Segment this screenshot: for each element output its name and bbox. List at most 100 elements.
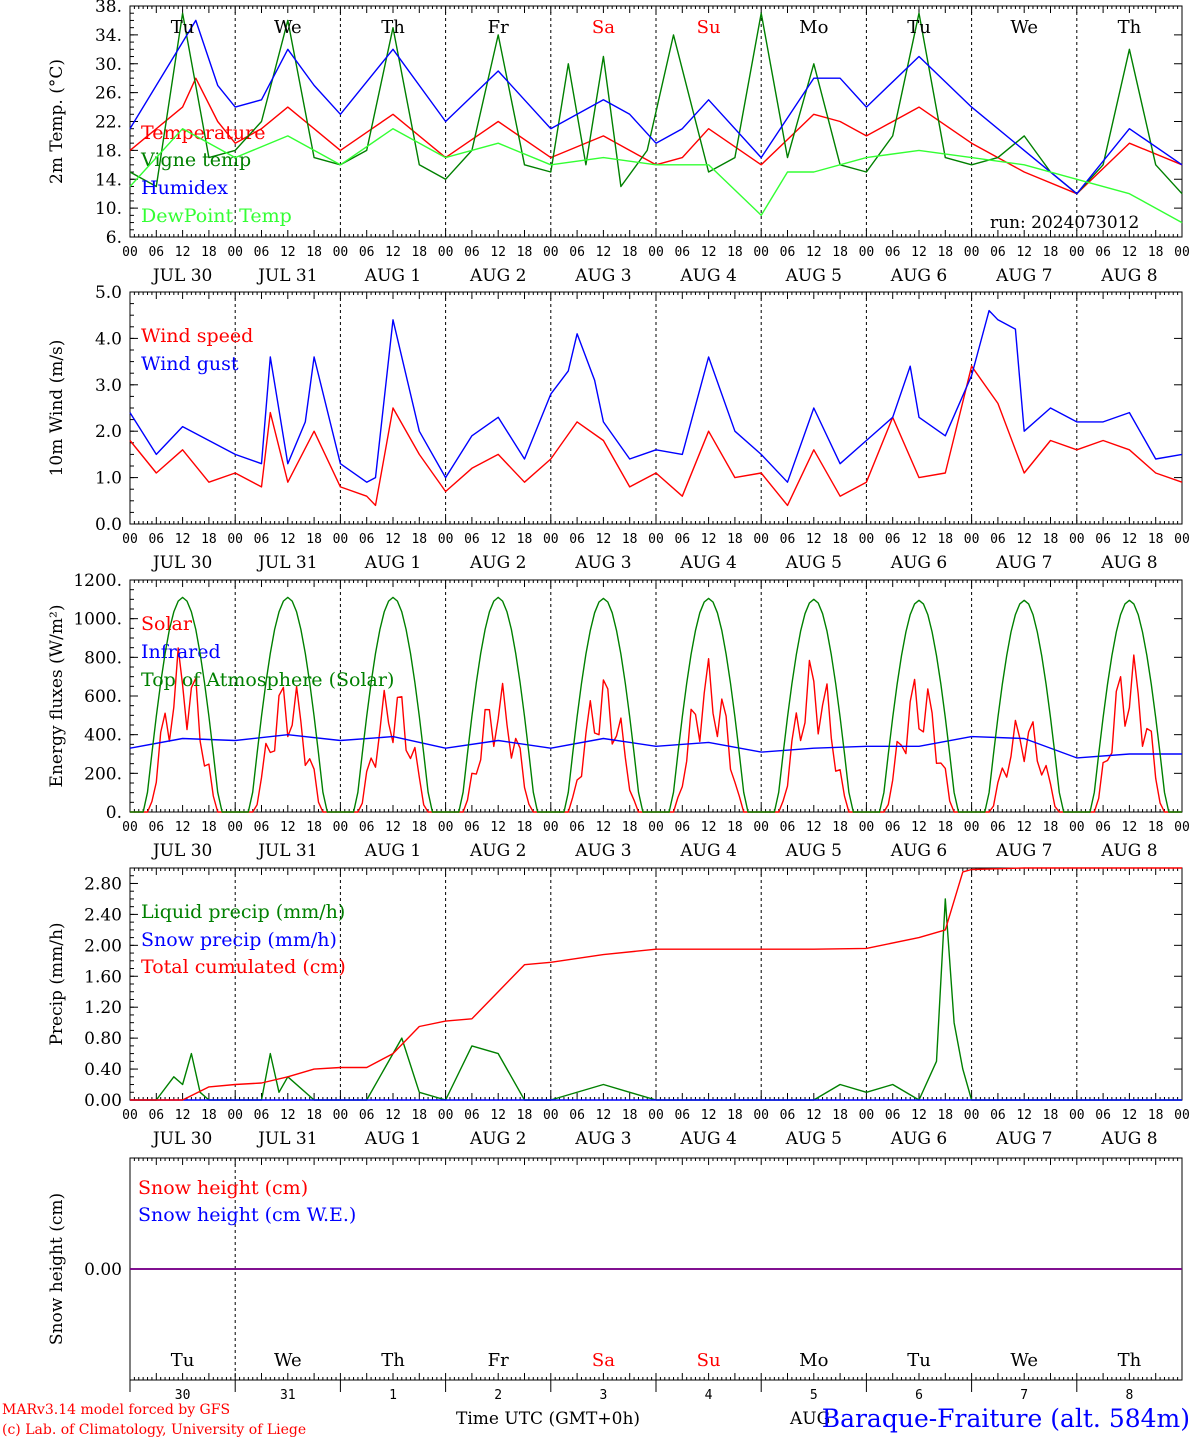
date-label: JUL 30	[151, 841, 212, 861]
weekday-label: We	[1010, 17, 1038, 38]
hour-tick-label: 06	[148, 820, 164, 835]
hour-tick-label: 12	[806, 1108, 822, 1123]
panel-2: 0.0 1.0 2.0 3.0 4.0 5.0 10m Wind (m/s) Wind spe…	[47, 283, 1190, 573]
hour-tick-label: 00	[333, 820, 349, 835]
hour-tick-label: 00	[753, 245, 769, 260]
hour-tick-label: 12	[701, 245, 717, 260]
date-label: AUG 8	[1100, 841, 1157, 861]
hour-tick-label: 12	[1122, 1108, 1138, 1123]
weekday-label: Tu	[171, 17, 195, 38]
hour-tick-label: 00	[753, 532, 769, 547]
hour-tick-label: 18	[1043, 1108, 1059, 1123]
credit-line-1: MARv3.14 model forced by GFS	[2, 1402, 230, 1418]
weekday-label: We	[1010, 1350, 1038, 1371]
day-number-label: 31	[280, 1388, 296, 1403]
hour-tick-label: 06	[148, 1108, 164, 1123]
weekday-label: Th	[381, 17, 405, 38]
y-tick-label: 10.	[95, 199, 122, 219]
series-line-top-of-atmosphere-solar-	[130, 596, 1182, 813]
hour-tick-label: 18	[832, 1108, 848, 1123]
hour-tick-label: 06	[569, 245, 585, 260]
hour-tick-label: 12	[490, 1108, 506, 1123]
hour-tick-label: 18	[832, 820, 848, 835]
hour-tick-label: 18	[306, 1108, 322, 1123]
hour-tick-label: 00	[122, 1108, 138, 1123]
series-line-infrared	[129, 734, 1182, 759]
hour-tick-label: 18	[1043, 820, 1059, 835]
y-axis-title: Precip (mm/h)	[47, 922, 67, 1045]
hour-tick-label: 12	[911, 820, 927, 835]
y-tick-label: 1000.	[73, 610, 122, 630]
hour-tick-label: 06	[254, 1108, 270, 1123]
hour-tick-label: 06	[1095, 820, 1111, 835]
day-number-label: 2	[494, 1388, 502, 1403]
hour-tick-label: 06	[569, 1108, 585, 1123]
date-label: AUG 5	[785, 1129, 842, 1149]
hour-tick-label: 18	[832, 532, 848, 547]
hour-tick-label: 00	[1174, 245, 1190, 260]
date-label: JUL 31	[256, 266, 317, 286]
hour-tick-label: 12	[385, 532, 401, 547]
hour-tick-label: 00	[964, 245, 980, 260]
y-tick-label: 1.60	[84, 967, 122, 987]
hour-tick-label: 00	[543, 532, 559, 547]
hour-tick-label: 12	[385, 820, 401, 835]
series-line-humidex	[129, 19, 1183, 195]
legend-wind-gust: Wind gust	[141, 353, 239, 375]
hour-tick-label: 18	[201, 820, 217, 835]
hour-tick-label: 12	[596, 1108, 612, 1123]
hour-tick-label: 12	[1122, 820, 1138, 835]
hour-tick-label: 00	[122, 245, 138, 260]
hour-tick-label: 18	[517, 532, 533, 547]
hour-tick-label: 00	[122, 532, 138, 547]
legend-top-of-atmosphere-solar-: Top of Atmosphere (Solar)	[141, 669, 394, 691]
weekday-label: Th	[1118, 17, 1142, 38]
hour-tick-label: 06	[1095, 245, 1111, 260]
hour-tick-label: 12	[701, 1108, 717, 1123]
weekday-label: Tu	[907, 1350, 931, 1371]
hour-tick-label: 12	[385, 245, 401, 260]
hour-tick-label: 12	[280, 532, 296, 547]
legend-liquid-precip-mm-h-: Liquid precip (mm/h)	[141, 901, 345, 923]
hour-tick-label: 00	[227, 532, 243, 547]
hour-tick-label: 12	[280, 820, 296, 835]
date-label: AUG 2	[469, 553, 526, 573]
hour-tick-label: 12	[280, 245, 296, 260]
hour-tick-label: 18	[937, 820, 953, 835]
weekday-label: Sa	[592, 17, 615, 38]
date-label: AUG 6	[890, 1129, 947, 1149]
y-tick-label: 200.	[84, 764, 122, 784]
hour-tick-label: 18	[306, 532, 322, 547]
hour-tick-label: 00	[333, 532, 349, 547]
weekday-label: Su	[697, 1350, 721, 1371]
hour-tick-label: 00	[227, 820, 243, 835]
hour-tick-label: 18	[937, 245, 953, 260]
hour-tick-label: 18	[411, 532, 427, 547]
hour-tick-label: 00	[1069, 532, 1085, 547]
day-number-label: 30	[175, 1388, 191, 1403]
hour-tick-label: 06	[780, 1108, 796, 1123]
hour-tick-label: 18	[622, 820, 638, 835]
legend-dewpoint-temp: DewPoint Temp	[141, 205, 292, 227]
date-label: JUL 31	[256, 1129, 317, 1149]
hour-tick-label: 12	[911, 1108, 927, 1123]
hour-tick-label: 12	[1122, 245, 1138, 260]
y-tick-label: 5.0	[95, 283, 122, 303]
hour-tick-label: 06	[254, 532, 270, 547]
y-tick-label: 0.00	[84, 1260, 122, 1280]
hour-tick-label: 18	[517, 820, 533, 835]
date-label: AUG 1	[364, 266, 421, 286]
hour-tick-label: 18	[411, 1108, 427, 1123]
hour-tick-label: 18	[937, 532, 953, 547]
hour-tick-label: 06	[464, 820, 480, 835]
hour-tick-label: 12	[911, 245, 927, 260]
hour-tick-label: 18	[411, 820, 427, 835]
y-tick-label: 38.	[95, 0, 122, 17]
hour-tick-label: 06	[1095, 532, 1111, 547]
y-tick-label: 30.	[95, 55, 122, 75]
panel-3: 0. 200. 400. 600. 800. 1000. 1200. Energy fluxe…	[47, 571, 1190, 861]
hour-tick-label: 06	[569, 820, 585, 835]
series-line-dewpoint-temp	[129, 127, 1183, 224]
month-label: AUG	[789, 1409, 830, 1429]
hour-tick-label: 18	[411, 245, 427, 260]
